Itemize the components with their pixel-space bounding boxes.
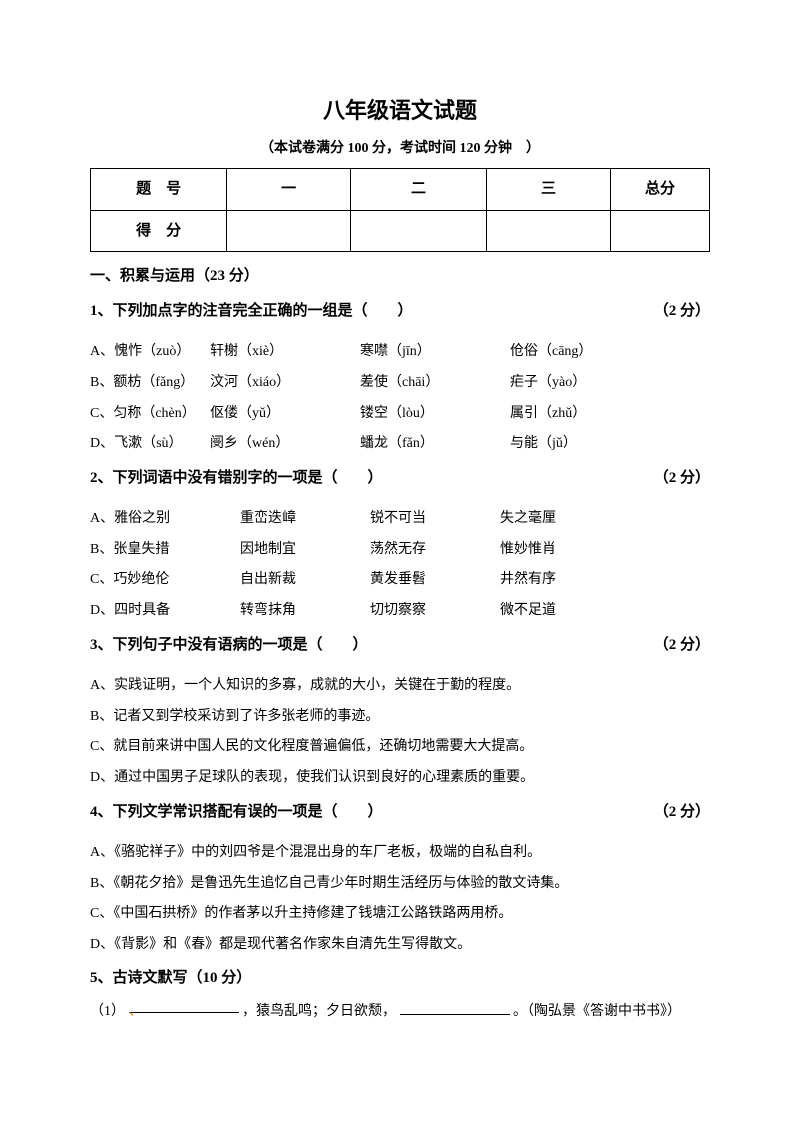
option-cell: 汶河（xiáo） [210, 370, 360, 397]
option-cell: 属引（zhǔ） [510, 401, 710, 428]
option-cell: D、飞漱（sù） [90, 431, 210, 458]
col-header: 二 [350, 169, 486, 211]
option-line: D、通过中国男子足球队的表现，使我们认识到良好的心理素质的重要。 [90, 765, 710, 792]
option-cell: A、愧怍（zuò） [90, 339, 210, 366]
points-label: （2 分） [654, 631, 710, 660]
option-cell: 自出新裁 [240, 567, 370, 594]
option-row: D、飞漱（sù） 阌乡（wén） 蟠龙（fǎn） 与能（jǔ） [90, 431, 710, 458]
stem-text: 3、下列句子中没有语病的一项是（ ） [90, 631, 644, 660]
option-cell: 伛偻（yǔ） [210, 401, 360, 428]
col-header: 总分 [610, 169, 709, 211]
option-row: C、匀称（chèn） 伛偻（yǔ） 镂空（lòu） 属引（zhǔ） [90, 401, 710, 428]
option-cell: 切切察察 [370, 598, 500, 625]
points-label: （2 分） [654, 297, 710, 326]
stem-text: 1、下列加点字的注音完全正确的一组是（ ） [90, 297, 644, 326]
question-stem: 5、古诗文默写（10 分） [90, 964, 710, 993]
score-cell [487, 210, 611, 252]
option-cell: C、匀称（chèn） [90, 401, 210, 428]
option-cell: 阌乡（wén） [210, 431, 360, 458]
option-row: A、雅俗之别 重峦迭嶂 锐不可当 失之毫厘 [90, 506, 710, 533]
option-cell: C、巧妙绝伦 [90, 567, 240, 594]
option-line: B、记者又到学校采访到了许多张老师的事迹。 [90, 704, 710, 731]
option-cell: 寒噤（jīn） [360, 339, 510, 366]
question-stem: 1、下列加点字的注音完全正确的一组是（ ） （2 分） [90, 297, 710, 326]
option-cell: B、张皇失措 [90, 537, 240, 564]
option-cell: D、四时具备 [90, 598, 240, 625]
col-header: 一 [227, 169, 351, 211]
option-cell: 因地制宜 [240, 537, 370, 564]
stem-text: 2、下列词语中没有错别字的一项是（ ） [90, 464, 644, 493]
score-cell [610, 210, 709, 252]
points-label: （2 分） [654, 464, 710, 493]
option-row: A、愧怍（zuò） 轩榭（xiè） 寒噤（jīn） 伧俗（cāng） [90, 339, 710, 366]
text-part: ，猿鸟乱鸣；夕日欲颓， [242, 1004, 396, 1019]
score-cell [227, 210, 351, 252]
option-row: B、额枋（fǎng） 汶河（xiáo） 差使（chāi） 疟子（yào） [90, 370, 710, 397]
option-row: D、四时具备 转弯抹角 切切察察 微不足道 [90, 598, 710, 625]
score-cell [350, 210, 486, 252]
option-cell: 伧俗（cāng） [510, 339, 710, 366]
points-label: （2 分） [654, 798, 710, 827]
option-line: B、《朝花夕拾》是鲁迅先生追忆自己青少年时期生活经历与体验的散文诗集。 [90, 871, 710, 898]
option-cell: 失之毫厘 [500, 506, 710, 533]
stem-text: 4、下列文学常识搭配有误的一项是（ ） [90, 798, 644, 827]
page-title: 八年级语文试题 [90, 90, 710, 132]
option-row: B、张皇失措 因地制宜 荡然无存 惟妙惟肖 [90, 537, 710, 564]
option-cell: 荡然无存 [370, 537, 500, 564]
text-part: 。（陶弘景《答谢中书书》） [513, 1004, 681, 1019]
stem-text: 5、古诗文默写（10 分） [90, 964, 710, 993]
option-line: A、实践证明，一个人知识的多寡，成就的大小，关键在于勤的程度。 [90, 673, 710, 700]
score-table: 题 号 一 二 三 总分 得 分 [90, 168, 710, 252]
option-cell: A、雅俗之别 [90, 506, 240, 533]
option-line: D、《背影》和《春》都是现代著名作家朱自清先生写得散文。 [90, 932, 710, 959]
col-header: 三 [487, 169, 611, 211]
option-cell: 重峦迭嶂 [240, 506, 370, 533]
option-cell: 疟子（yào） [510, 370, 710, 397]
option-line: C、就目前来讲中国人民的文化程度普遍偏低，还确切地需要大大提高。 [90, 734, 710, 761]
option-cell: 与能（jǔ） [510, 431, 710, 458]
option-row: C、巧妙绝伦 自出新裁 黄发垂髫 井然有序 [90, 567, 710, 594]
option-cell: B、额枋（fǎng） [90, 370, 210, 397]
option-cell: 惟妙惟肖 [500, 537, 710, 564]
question-stem: 3、下列句子中没有语病的一项是（ ） （2 分） [90, 631, 710, 660]
option-cell: 微不足道 [500, 598, 710, 625]
col-header: 题 号 [91, 169, 227, 211]
blank-field[interactable] [400, 1001, 510, 1015]
table-row: 题 号 一 二 三 总分 [91, 169, 710, 211]
table-row: 得 分 [91, 210, 710, 252]
option-cell: 井然有序 [500, 567, 710, 594]
row-label: 得 分 [91, 210, 227, 252]
option-cell: 差使（chāi） [360, 370, 510, 397]
fill-blank-line: （1） 、 ，猿鸟乱鸣；夕日欲颓， 。（陶弘景《答谢中书书》） [90, 999, 710, 1026]
option-cell: 轩榭（xiè） [210, 339, 360, 366]
text-part: （1） [90, 1004, 125, 1019]
mark-icon: 、 [129, 1004, 143, 1019]
option-cell: 蟠龙（fǎn） [360, 431, 510, 458]
question-stem: 4、下列文学常识搭配有误的一项是（ ） （2 分） [90, 798, 710, 827]
option-cell: 黄发垂髫 [370, 567, 500, 594]
option-cell: 锐不可当 [370, 506, 500, 533]
option-cell: 镂空（lòu） [360, 401, 510, 428]
blank-field[interactable]: 、 [129, 999, 239, 1013]
question-stem: 2、下列词语中没有错别字的一项是（ ） （2 分） [90, 464, 710, 493]
option-cell: 转弯抹角 [240, 598, 370, 625]
option-line: C、《中国石拱桥》的作者茅以升主持修建了钱塘江公路铁路两用桥。 [90, 901, 710, 928]
section-heading: 一、积累与运用（23 分） [90, 262, 710, 291]
page-subtitle: （本试卷满分 100 分，考试时间 120 分钟 ） [90, 136, 710, 163]
option-line: A、《骆驼祥子》中的刘四爷是个混混出身的车厂老板，极端的自私自利。 [90, 840, 710, 867]
